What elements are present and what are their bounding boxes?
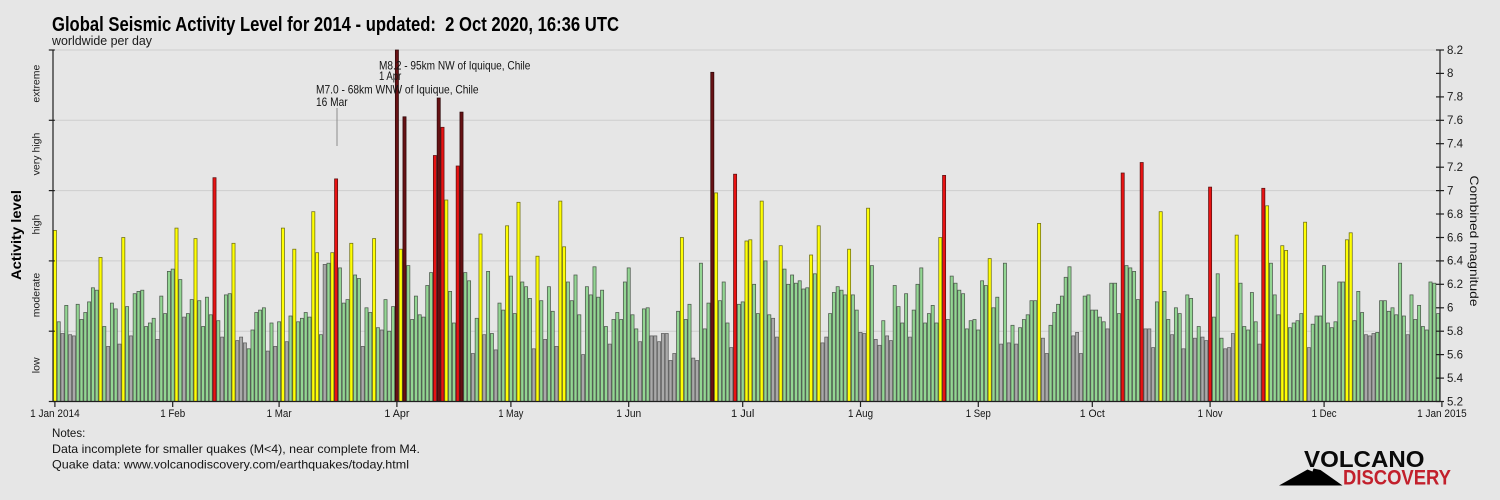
svg-text:1 Nov: 1 Nov [1198,408,1223,420]
svg-text:5.6: 5.6 [1447,349,1463,361]
svg-text:6.4: 6.4 [1447,256,1464,268]
svg-text:6.6: 6.6 [1447,232,1463,244]
svg-text:Notes:: Notes: [52,426,85,440]
svg-text:1 Feb: 1 Feb [160,408,185,420]
svg-text:16 Mar: 16 Mar [316,95,348,109]
svg-text:1 Dec: 1 Dec [1312,408,1337,420]
svg-text:7.6: 7.6 [1447,115,1463,127]
svg-text:1 Jul: 1 Jul [731,408,754,420]
svg-text:1 Aug: 1 Aug [848,408,873,420]
svg-text:Data incomplete for smaller qu: Data incomplete for smaller quakes (M<4)… [52,442,420,456]
svg-text:low: low [31,357,43,373]
svg-text:5.8: 5.8 [1447,326,1463,338]
svg-text:1 Mar: 1 Mar [267,408,292,420]
svg-text:M8.2 - 95km NW of Iquique, Chi: M8.2 - 95km NW of Iquique, Chile [379,59,531,73]
svg-text:VOLCANO: VOLCANO [1304,446,1425,472]
svg-text:worldwide per day: worldwide per day [51,33,152,48]
svg-text:5.4: 5.4 [1447,373,1464,385]
svg-text:1 Jan 2014: 1 Jan 2014 [30,408,80,420]
svg-text:6.8: 6.8 [1447,209,1463,221]
svg-text:DISCOVERY: DISCOVERY [1343,467,1451,490]
svg-text:8: 8 [1447,68,1453,80]
svg-text:1 Sep: 1 Sep [966,408,991,420]
svg-text:high: high [31,214,43,234]
svg-text:5.2: 5.2 [1447,396,1463,408]
svg-text:7.2: 7.2 [1447,162,1463,174]
svg-text:Quake data: www.volcanodiscove: Quake data: www.volcanodiscovery.com/ear… [52,458,409,472]
svg-text:7.8: 7.8 [1447,92,1463,104]
svg-text:7.4: 7.4 [1447,139,1464,151]
svg-text:6: 6 [1447,303,1453,315]
svg-text:extreme: extreme [31,64,43,102]
svg-text:1 Jun: 1 Jun [616,408,641,420]
svg-text:Combined magnitude: Combined magnitude [1467,176,1481,307]
svg-text:Activity level: Activity level [9,190,24,280]
svg-text:very high: very high [31,133,43,176]
svg-text:1 Apr: 1 Apr [379,69,401,83]
svg-text:8.2: 8.2 [1447,45,1463,57]
svg-text:6.2: 6.2 [1447,279,1463,291]
svg-text:1 May: 1 May [498,408,523,420]
svg-text:1 Apr: 1 Apr [384,408,409,420]
svg-text:moderate: moderate [31,273,43,318]
svg-text:M7.0 - 68km WNW of Iquique, Ch: M7.0 - 68km WNW of Iquique, Chile [316,82,479,96]
svg-text:Global Seismic Activity Level: Global Seismic Activity Level for 2014 -… [52,14,619,36]
svg-text:1 Oct: 1 Oct [1080,408,1105,420]
svg-text:1 Jan 2015: 1 Jan 2015 [1417,408,1467,420]
svg-text:7: 7 [1447,185,1453,197]
